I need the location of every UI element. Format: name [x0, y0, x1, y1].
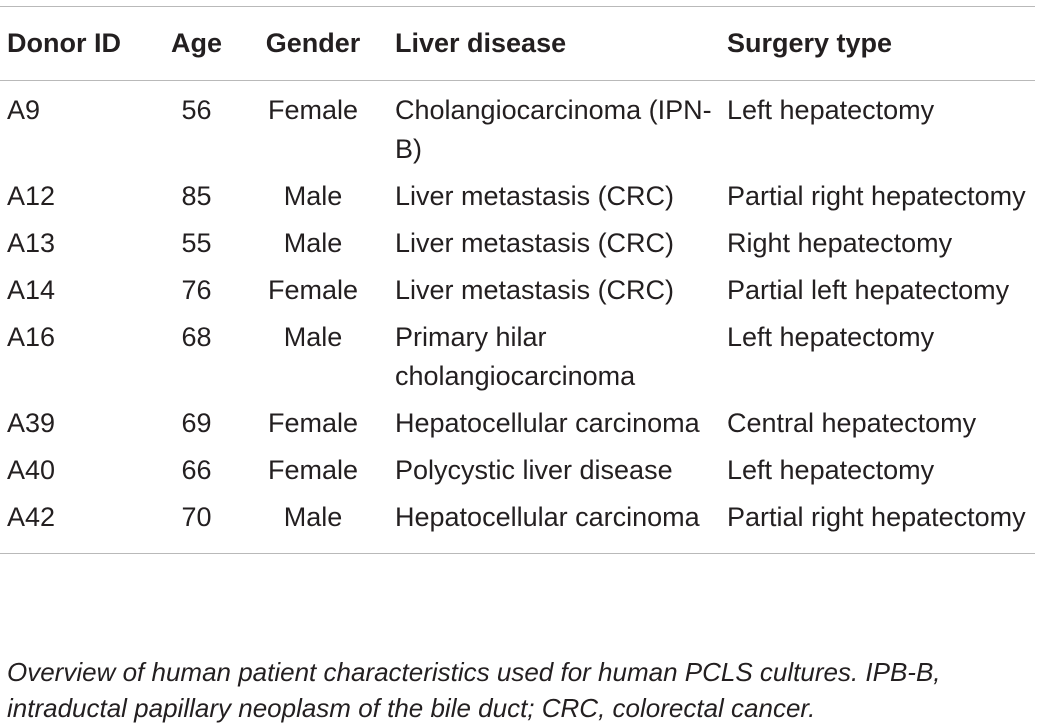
cell-surgery-type: Partial left hepatectomy	[727, 275, 1010, 305]
cell-donor-id: A12	[7, 181, 56, 211]
header-surgery-type: Surgery type	[727, 28, 893, 58]
cell-gender: Female	[267, 408, 359, 438]
table-row: A16 68 Male Primary hilar cholangiocarci…	[0, 314, 1035, 400]
cell-gender: Male	[283, 502, 343, 532]
table-caption: Overview of human patient characteristic…	[7, 657, 941, 723]
cell-liver-disease: Liver metastasis (CRC)	[395, 228, 675, 258]
table-row: A12 85 Male Liver metastasis (CRC) Parti…	[0, 173, 1035, 220]
cell-liver-disease: Polycystic liver disease	[395, 455, 673, 485]
cell-surgery-type: Left hepatectomy	[727, 322, 935, 352]
table-row: A14 76 Female Liver metastasis (CRC) Par…	[0, 267, 1035, 314]
cell-gender: Female	[267, 455, 359, 485]
header-row: Donor ID Age Gender Liver disease Surger…	[0, 6, 1035, 81]
table-body: A9 56 Female Cholangiocarcinoma (IPN-B) …	[0, 81, 1035, 554]
header-donor-id: Donor ID	[7, 28, 121, 58]
cell-donor-id: A16	[7, 322, 56, 352]
cell-surgery-type: Central hepatectomy	[727, 408, 977, 438]
cell-surgery-type: Left hepatectomy	[727, 95, 935, 125]
cell-donor-id: A9	[7, 95, 41, 125]
cell-age: 55	[181, 228, 212, 258]
cell-gender: Male	[283, 322, 343, 352]
patient-characteristics-table-wrapper: Donor ID Age Gender Liver disease Surger…	[0, 6, 1035, 554]
header-gender: Gender	[265, 28, 361, 58]
cell-gender: Male	[283, 228, 343, 258]
header-liver-disease: Liver disease	[395, 28, 567, 58]
cell-surgery-type: Left hepatectomy	[727, 455, 935, 485]
cell-age: 68	[181, 322, 212, 352]
cell-liver-disease: Liver metastasis (CRC)	[395, 275, 675, 305]
cell-gender: Female	[267, 95, 359, 125]
cell-age: 69	[181, 408, 212, 438]
patient-characteristics-table: Donor ID Age Gender Liver disease Surger…	[0, 6, 1035, 554]
cell-surgery-type: Right hepatectomy	[727, 228, 953, 258]
cell-donor-id: A14	[7, 275, 56, 305]
cell-age: 56	[181, 95, 212, 125]
cell-age: 70	[181, 502, 212, 532]
cell-liver-disease: Liver metastasis (CRC)	[395, 181, 675, 211]
cell-gender: Female	[267, 275, 359, 305]
cell-liver-disease: Primary hilar cholangiocarcinoma	[395, 322, 636, 391]
table-row: A40 66 Female Polycystic liver disease L…	[0, 447, 1035, 494]
cell-donor-id: A39	[7, 408, 56, 438]
table-header: Donor ID Age Gender Liver disease Surger…	[0, 6, 1035, 81]
header-age: Age	[170, 28, 222, 58]
cell-age: 76	[181, 275, 212, 305]
cell-donor-id: A13	[7, 228, 56, 258]
table-row: A39 69 Female Hepatocellular carcinoma C…	[0, 400, 1035, 447]
cell-surgery-type: Partial right hepatectomy	[727, 181, 1026, 211]
table-row: A9 56 Female Cholangiocarcinoma (IPN-B) …	[0, 81, 1035, 174]
cell-liver-disease: Cholangiocarcinoma (IPN-B)	[395, 95, 712, 164]
cell-liver-disease: Hepatocellular carcinoma	[395, 408, 700, 438]
table-row: A13 55 Male Liver metastasis (CRC) Right…	[0, 220, 1035, 267]
cell-age: 66	[181, 455, 212, 485]
cell-age: 85	[181, 181, 212, 211]
table-row: A42 70 Male Hepatocellular carcinoma Par…	[0, 494, 1035, 554]
cell-liver-disease: Hepatocellular carcinoma	[395, 502, 700, 532]
cell-surgery-type: Partial right hepatectomy	[727, 502, 1026, 532]
cell-gender: Male	[283, 181, 343, 211]
cell-donor-id: A42	[7, 502, 56, 532]
cell-donor-id: A40	[7, 455, 56, 485]
